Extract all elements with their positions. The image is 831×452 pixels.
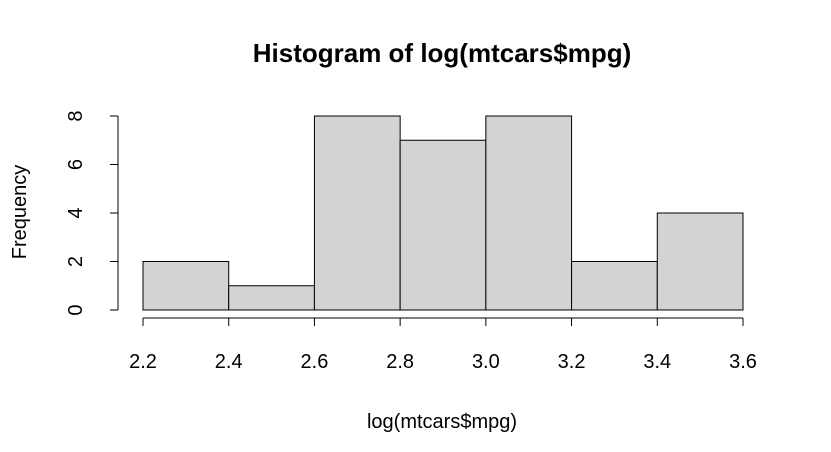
histogram-bar-3: [399, 139, 487, 311]
histogram-bar-5: [571, 261, 658, 311]
x-tick-label-4: 3.0: [472, 351, 500, 373]
y-tick-label-1: 2: [65, 256, 87, 267]
y-axis-label: Frequency: [9, 165, 31, 260]
chart-title: Histogram of log(mtcars$mpg): [253, 38, 632, 68]
x-tick-label-1: 2.4: [215, 351, 243, 373]
y-axis: 0 2 4 6 8: [65, 110, 119, 316]
x-tick-label-7: 3.6: [729, 351, 757, 373]
x-tick-label-5: 3.2: [558, 351, 586, 373]
histogram-bar-6: [656, 212, 744, 311]
x-axis-label: log(mtcars$mpg): [367, 411, 517, 433]
histogram-bar-1: [228, 285, 315, 311]
y-tick-label-3: 6: [65, 159, 87, 170]
y-tick-label-0: 0: [65, 304, 87, 315]
histogram-bar-2: [313, 115, 401, 311]
histogram-bar-4: [485, 115, 573, 311]
x-tick-label-2: 2.6: [301, 351, 329, 373]
x-tick-label-3: 2.8: [386, 351, 414, 373]
y-tick-label-4: 8: [65, 110, 87, 121]
x-tick-label-0: 2.2: [129, 351, 157, 373]
x-axis: 2.2 2.4 2.6 2.8 3.0 3.2 3.4 3.6: [129, 317, 757, 373]
y-tick-label-2: 4: [65, 207, 87, 218]
histogram-bar-0: [142, 261, 230, 311]
x-tick-label-6: 3.4: [643, 351, 671, 373]
histogram-bars: [142, 115, 744, 311]
